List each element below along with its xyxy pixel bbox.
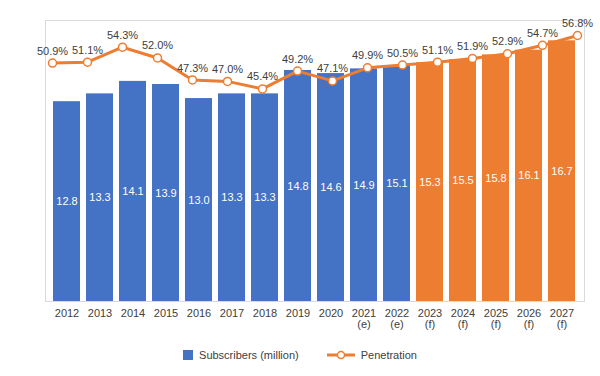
svg-text:45.4%: 45.4% [247, 70, 278, 82]
svg-text:2014: 2014 [121, 307, 145, 319]
html-text:Subscribers (million): Subscribers (million) [199, 349, 299, 361]
svg-text:2012: 2012 [55, 307, 79, 319]
svg-text:2019: 2019 [286, 307, 310, 319]
svg-text:14.8: 14.8 [287, 179, 308, 191]
svg-text:50.9%: 50.9% [37, 45, 68, 57]
svg-text:54.3%: 54.3% [107, 29, 138, 41]
svg-text:54.7%: 54.7% [527, 27, 558, 39]
svg-text:12.8: 12.8 [56, 195, 77, 207]
svg-text:14.1: 14.1 [122, 185, 143, 197]
svg-text:16.7: 16.7 [551, 165, 572, 177]
svg-text:16.1: 16.1 [518, 169, 539, 181]
svg-text:2020: 2020 [319, 307, 343, 319]
svg-text:2015: 2015 [154, 307, 178, 319]
svg-text:2022(e): 2022(e) [385, 307, 409, 330]
svg-text:2023(f): 2023(f) [418, 307, 442, 330]
svg-text:13.3: 13.3 [89, 191, 110, 203]
svg-text:2021(e): 2021(e) [352, 307, 376, 330]
svg-text:15.8: 15.8 [485, 172, 506, 184]
svg-text:2018: 2018 [253, 307, 277, 319]
svg-text:2027(f): 2027(f) [550, 307, 574, 330]
svg-text:52.9%: 52.9% [492, 35, 523, 47]
svg-text:47.0%: 47.0% [212, 63, 243, 75]
svg-text:51.1%: 51.1% [72, 44, 103, 56]
svg-text:15.1: 15.1 [386, 177, 407, 189]
svg-text:49.9%: 49.9% [352, 49, 383, 61]
svg-text:13.3: 13.3 [221, 191, 242, 203]
svg-text:2017: 2017 [220, 307, 244, 319]
svg-text:2026(f): 2026(f) [517, 307, 541, 330]
svg-text:13.0: 13.0 [188, 194, 209, 206]
svg-text:2025(f): 2025(f) [484, 307, 508, 330]
svg-text:13.3: 13.3 [254, 191, 275, 203]
svg-text:14.6: 14.6 [320, 181, 341, 193]
svg-text:47.3%: 47.3% [177, 61, 208, 73]
svg-text:51.1%: 51.1% [422, 44, 453, 56]
svg-text:47.1%: 47.1% [317, 62, 348, 74]
svg-text:15.3: 15.3 [419, 176, 440, 188]
svg-text:13.9: 13.9 [155, 187, 176, 199]
svg-text:51.9%: 51.9% [457, 40, 488, 52]
svg-text:15.5: 15.5 [452, 174, 473, 186]
svg-text:2016: 2016 [187, 307, 211, 319]
svg-text:14.9: 14.9 [353, 179, 374, 191]
svg-text:52.0%: 52.0% [142, 39, 173, 51]
html-text:Penetration: Penetration [360, 349, 417, 361]
svg-text:49.2%: 49.2% [282, 53, 313, 65]
svg-text:2013: 2013 [88, 307, 112, 319]
svg-text:56.8%: 56.8% [562, 17, 593, 29]
svg-text:50.5%: 50.5% [387, 47, 418, 59]
svg-text:2024(f): 2024(f) [451, 307, 475, 330]
